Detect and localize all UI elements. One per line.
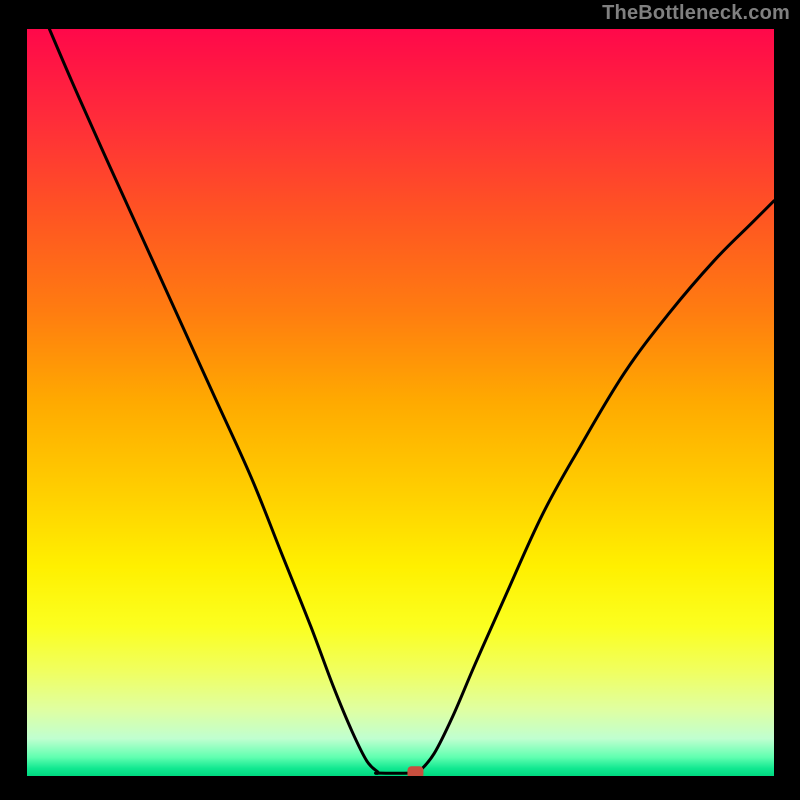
- minimum-marker: [407, 766, 423, 776]
- gradient-background: [27, 29, 774, 776]
- watermark-text: TheBottleneck.com: [602, 2, 790, 25]
- plot-area: [27, 29, 774, 776]
- chart-svg: [27, 29, 774, 776]
- chart-container: TheBottleneck.com: [0, 0, 800, 800]
